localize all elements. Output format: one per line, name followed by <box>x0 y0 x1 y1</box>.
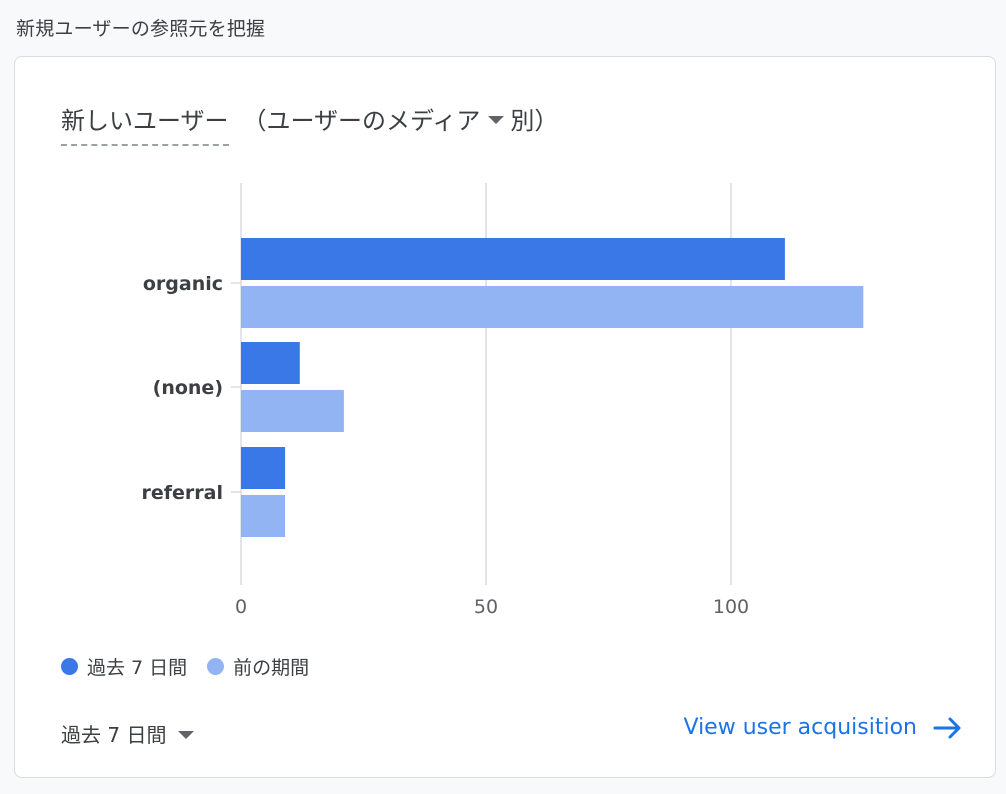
x-tick-label: 0 <box>235 596 247 617</box>
date-range-label: 過去 7 日間 <box>61 723 167 747</box>
bar-previous-organic[interactable] <box>241 286 864 328</box>
dimension-label: ユーザーのメディア <box>266 107 481 135</box>
date-range-selector[interactable]: 過去 7 日間 <box>61 719 200 748</box>
metric-selector[interactable]: 新しいユーザー <box>61 101 229 146</box>
arrow-right-icon <box>933 716 963 740</box>
new-users-card: 新しいユーザー （ ユーザーのメディア 別） 0 50 100 organic (non… <box>14 56 996 778</box>
caret-down-icon <box>178 730 195 739</box>
bar-current-referral[interactable] <box>241 447 286 489</box>
category-label: organic <box>143 273 223 295</box>
legend-label-previous: 前の期間 <box>233 657 310 679</box>
card-header: 新しいユーザー （ ユーザーのメディア 別） <box>61 101 559 146</box>
dimension-prefix: （ <box>242 107 267 135</box>
bar-current-organic[interactable] <box>241 238 785 280</box>
legend-dot-current <box>61 658 78 675</box>
category-label: (none) <box>153 377 223 399</box>
dimension-heading: （ ユーザーのメディア 別） <box>243 101 559 136</box>
legend-item-previous: 前の期間 <box>207 653 309 680</box>
dimension-selector[interactable]: ユーザーのメディア <box>267 101 511 136</box>
category-label: referral <box>142 482 223 504</box>
bar-chart: 0 50 100 organic (none) referral <box>142 183 864 617</box>
view-user-acquisition-label: View user acquisition <box>683 715 918 740</box>
section-title: 新規ユーザーの参照元を把握 <box>16 18 266 40</box>
legend-dot-previous <box>207 658 225 675</box>
x-tick-label: 50 <box>474 596 498 617</box>
view-user-acquisition-link[interactable]: View user acquisition <box>684 715 964 740</box>
bar-previous-referral[interactable] <box>241 495 286 537</box>
chart-legend: 過去 7 日間 前の期間 <box>61 653 329 680</box>
bar-current-none[interactable] <box>241 342 300 384</box>
x-tick-label: 100 <box>713 596 749 617</box>
bar-previous-none[interactable] <box>241 390 344 432</box>
dimension-suffix: 別） <box>510 107 559 135</box>
legend-item-current: 過去 7 日間 <box>61 653 187 680</box>
caret-down-icon <box>488 115 505 124</box>
legend-label-current: 過去 7 日間 <box>87 657 188 679</box>
